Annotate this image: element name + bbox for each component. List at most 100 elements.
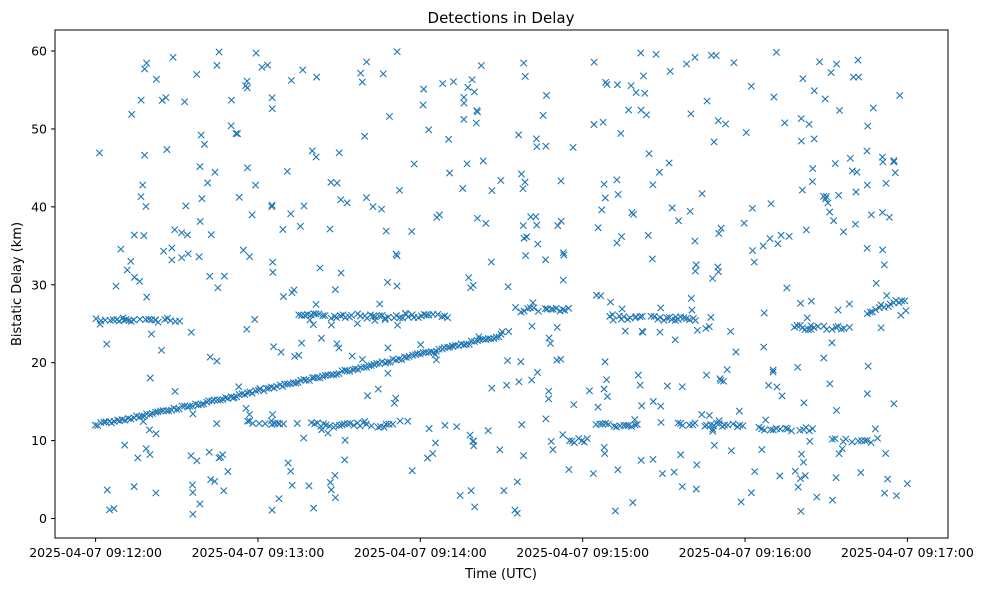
detection-point [637, 456, 645, 464]
detection-point [717, 224, 725, 232]
detection-point [441, 421, 449, 429]
detection-point [382, 420, 390, 428]
detection-point [715, 417, 723, 425]
detection-point [229, 394, 237, 402]
detection-point [473, 214, 481, 222]
detection-point [559, 276, 567, 284]
detection-point [678, 482, 686, 491]
detection-point [91, 421, 99, 429]
detection-point [542, 142, 550, 150]
y-tick-label: 40 [31, 199, 47, 214]
detection-point [183, 231, 192, 239]
detection-point [313, 73, 321, 81]
detection-point [521, 178, 529, 186]
detection-point [657, 418, 665, 426]
detection-point [146, 451, 154, 459]
detection-point [333, 370, 341, 378]
detection-point [603, 80, 611, 89]
detection-point [879, 246, 887, 254]
detection-point [269, 343, 278, 351]
detection-point [422, 311, 430, 319]
detection-point [145, 315, 153, 323]
x-axis-label: Time (UTC) [464, 567, 537, 582]
detection-point [121, 441, 129, 449]
detection-point [235, 383, 243, 391]
detection-point [877, 324, 885, 332]
detection-point [652, 50, 660, 58]
detection-point [173, 405, 181, 414]
detection-point [178, 402, 186, 410]
detection-point [310, 374, 318, 382]
detection-point [809, 164, 817, 173]
detection-point [835, 191, 843, 199]
detection-point [300, 434, 308, 442]
detection-point [466, 431, 474, 439]
detection-point [204, 179, 212, 187]
detection-point [147, 330, 156, 338]
detection-point [570, 400, 578, 409]
detection-point [772, 48, 781, 56]
detection-point [297, 311, 306, 319]
detection-point [520, 59, 528, 67]
detection-point [519, 221, 527, 230]
detection-point [351, 365, 359, 373]
detection-point [541, 256, 550, 264]
detection-point [482, 219, 490, 227]
detection-point [848, 438, 856, 446]
detection-point [432, 356, 440, 364]
detection-point [431, 350, 439, 359]
detection-point [232, 129, 240, 138]
detection-point [589, 470, 597, 478]
detection-point [331, 494, 340, 502]
detection-point [797, 507, 805, 515]
detection-point [357, 69, 365, 77]
detection-point [710, 441, 718, 449]
detection-point [796, 474, 805, 483]
detection-point [624, 106, 633, 114]
detection-point [395, 186, 404, 194]
points-layer [91, 48, 911, 518]
detection-point [600, 443, 608, 451]
y-tick-label: 20 [31, 355, 47, 370]
detection-point [193, 70, 201, 79]
detection-point [139, 181, 147, 189]
detection-point [326, 478, 334, 486]
detection-point [794, 483, 802, 491]
detection-point [472, 119, 480, 127]
detection-point [610, 422, 618, 430]
detection-point [774, 240, 782, 248]
detection-point [637, 49, 645, 57]
detection-point [529, 299, 537, 307]
detection-point [828, 325, 836, 333]
detection-point [279, 293, 288, 301]
detection-point [140, 232, 148, 240]
detection-point [318, 426, 326, 434]
detection-point [268, 201, 276, 209]
detection-point [769, 366, 777, 374]
detection-point [545, 334, 553, 342]
detection-point [207, 231, 215, 239]
detection-point [748, 204, 757, 212]
detection-point [810, 135, 818, 143]
detection-point [644, 231, 652, 239]
detection-point [766, 235, 774, 243]
detection-point [863, 244, 871, 252]
detection-point [693, 461, 701, 469]
detection-point [187, 452, 195, 460]
detection-point [136, 277, 144, 285]
detection-point [735, 407, 743, 415]
detection-point [769, 368, 777, 376]
detection-point [821, 95, 829, 103]
detection-point [787, 427, 796, 435]
detection-point [488, 186, 496, 195]
plot-frame [54, 29, 949, 539]
detection-point [288, 289, 296, 297]
detection-point [358, 355, 366, 364]
detection-point [898, 297, 906, 305]
detection-point [565, 465, 573, 474]
detection-point [305, 482, 313, 490]
detection-point [269, 258, 277, 266]
detection-point [251, 315, 259, 324]
detection-point [384, 344, 392, 352]
detection-point [245, 253, 254, 261]
